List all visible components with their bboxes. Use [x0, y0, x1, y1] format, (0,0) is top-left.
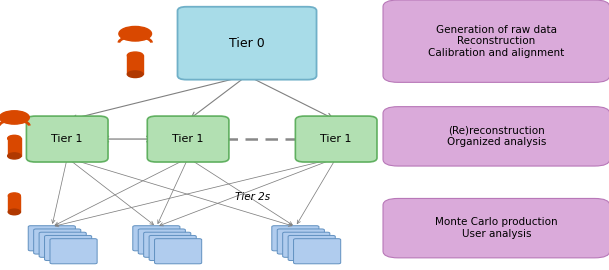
Text: Tier 2s: Tier 2s [235, 192, 270, 202]
FancyBboxPatch shape [277, 229, 325, 254]
FancyBboxPatch shape [383, 0, 609, 82]
FancyBboxPatch shape [133, 226, 180, 251]
Bar [9, 196, 20, 212]
FancyBboxPatch shape [383, 107, 609, 166]
FancyBboxPatch shape [28, 226, 76, 251]
Ellipse shape [127, 71, 143, 77]
Text: (Re)reconstruction
Organized analysis: (Re)reconstruction Organized analysis [446, 126, 546, 147]
FancyBboxPatch shape [177, 7, 317, 80]
FancyBboxPatch shape [272, 226, 319, 251]
FancyBboxPatch shape [294, 239, 340, 264]
FancyBboxPatch shape [39, 232, 86, 257]
Text: Tier 1: Tier 1 [320, 134, 352, 144]
Ellipse shape [127, 52, 143, 59]
FancyBboxPatch shape [295, 116, 377, 162]
Ellipse shape [8, 135, 21, 141]
FancyBboxPatch shape [147, 116, 229, 162]
FancyBboxPatch shape [283, 232, 330, 257]
Text: Tier 1: Tier 1 [52, 134, 83, 144]
FancyBboxPatch shape [26, 116, 108, 162]
FancyBboxPatch shape [149, 235, 196, 261]
Bar [127, 55, 143, 74]
FancyBboxPatch shape [44, 235, 92, 261]
FancyBboxPatch shape [50, 239, 97, 264]
Text: Tier 0: Tier 0 [229, 37, 265, 50]
Circle shape [0, 111, 29, 124]
Ellipse shape [9, 193, 20, 199]
FancyBboxPatch shape [138, 229, 185, 254]
Text: Monte Carlo production
User analysis: Monte Carlo production User analysis [435, 217, 558, 239]
Text: Generation of raw data
Reconstruction
Calibration and alignment: Generation of raw data Reconstruction Ca… [428, 25, 565, 58]
Bar [8, 138, 21, 156]
Circle shape [119, 26, 152, 41]
FancyBboxPatch shape [144, 232, 191, 257]
FancyBboxPatch shape [383, 198, 609, 258]
Text: Tier 1: Tier 1 [172, 134, 204, 144]
Ellipse shape [8, 153, 21, 159]
FancyBboxPatch shape [288, 235, 336, 261]
FancyBboxPatch shape [33, 229, 81, 254]
Ellipse shape [9, 209, 20, 215]
FancyBboxPatch shape [155, 239, 202, 264]
